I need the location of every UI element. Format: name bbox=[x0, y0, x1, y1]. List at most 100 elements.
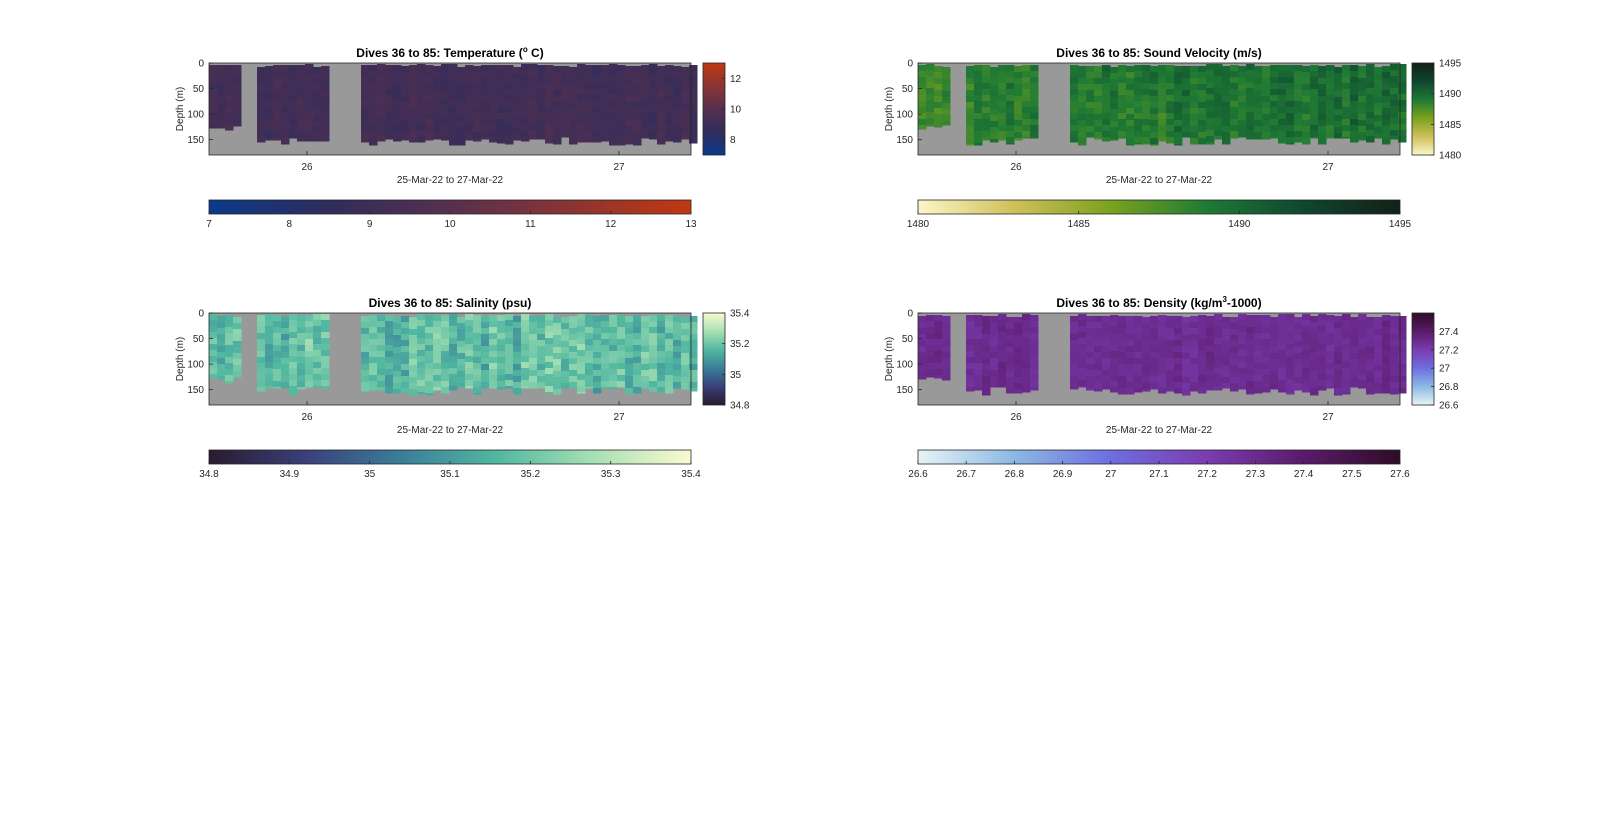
heatmap-cell bbox=[1278, 368, 1287, 375]
heatmap-cell bbox=[537, 107, 546, 114]
heatmap-cell bbox=[681, 353, 690, 360]
hcolorbar-tick-label: 34.9 bbox=[280, 469, 300, 480]
heatmap-cell bbox=[1126, 376, 1135, 383]
heatmap-cell bbox=[681, 359, 690, 366]
heatmap-cell bbox=[1334, 109, 1343, 116]
heatmap-cell bbox=[633, 72, 642, 79]
heatmap-cell bbox=[1134, 334, 1143, 341]
heatmap-cells bbox=[918, 314, 1407, 396]
heatmap-cell bbox=[1310, 83, 1319, 90]
heatmap-cell bbox=[1318, 96, 1327, 103]
heatmap-cell bbox=[689, 131, 698, 138]
heatmap-cell bbox=[281, 71, 290, 78]
heatmap-cell bbox=[633, 333, 642, 340]
heatmap-cell bbox=[1142, 95, 1151, 102]
heatmap-cell bbox=[289, 374, 298, 381]
heatmap-cell bbox=[497, 381, 506, 388]
y-tick-label: 50 bbox=[902, 334, 914, 345]
heatmap-cell bbox=[1126, 340, 1135, 347]
heatmap-cell bbox=[481, 83, 490, 90]
heatmap-cell bbox=[1182, 126, 1191, 133]
heatmap-cell bbox=[657, 90, 666, 97]
heatmap-cell bbox=[297, 357, 306, 364]
heatmap-cell bbox=[257, 91, 266, 98]
heatmap-cell bbox=[926, 118, 935, 125]
heatmap-cell bbox=[689, 107, 698, 114]
heatmap-cell bbox=[377, 333, 386, 340]
heatmap-cell bbox=[265, 386, 274, 389]
heatmap-cell bbox=[1262, 108, 1271, 115]
heatmap-cell bbox=[297, 119, 306, 126]
heatmap-cell bbox=[513, 85, 522, 92]
heatmap-cell bbox=[1278, 320, 1287, 327]
heatmap-cell bbox=[369, 143, 378, 146]
heatmap-cell bbox=[1222, 66, 1231, 73]
heatmap-cell bbox=[625, 352, 634, 359]
heatmap-cell bbox=[1270, 329, 1279, 336]
heatmap-cell bbox=[990, 67, 999, 74]
heatmap-cell bbox=[257, 139, 266, 143]
heatmap-cell bbox=[617, 71, 626, 78]
heatmap-cell bbox=[1366, 112, 1375, 119]
heatmap-cell bbox=[1326, 315, 1335, 322]
heatmap-cell bbox=[918, 322, 927, 329]
heatmap-cell bbox=[990, 133, 999, 140]
x-axis-label: 25-Mar-22 to 27-Mar-22 bbox=[397, 175, 504, 186]
heatmap-cell bbox=[665, 77, 674, 84]
heatmap-cell bbox=[1190, 358, 1199, 365]
heatmap-cell bbox=[1110, 333, 1119, 340]
heatmap-cell bbox=[1190, 120, 1199, 127]
heatmap-cell bbox=[433, 357, 442, 364]
heatmap-cell bbox=[689, 65, 698, 72]
heatmap-cell bbox=[1366, 335, 1375, 342]
heatmap-cell bbox=[1030, 351, 1039, 358]
heatmap-cell bbox=[1166, 346, 1175, 353]
heatmap-cell bbox=[1126, 132, 1135, 139]
heatmap-cell bbox=[561, 66, 570, 73]
heatmap-cell bbox=[1358, 344, 1367, 351]
heatmap-cell bbox=[601, 113, 610, 120]
heatmap-cell bbox=[1102, 89, 1111, 96]
heatmap-cell bbox=[1254, 126, 1263, 133]
heatmap-cell bbox=[1374, 79, 1383, 86]
heatmap-cell bbox=[649, 315, 658, 322]
heatmap-cell bbox=[505, 362, 514, 369]
heatmap-cell bbox=[1326, 351, 1335, 358]
heatmap-cell bbox=[385, 375, 394, 382]
heatmap-cell bbox=[681, 97, 690, 104]
heatmap-cell bbox=[1366, 94, 1375, 101]
heatmap-cell bbox=[1110, 67, 1119, 74]
heatmap-cell bbox=[289, 131, 298, 138]
heatmap-cell bbox=[545, 368, 554, 375]
heatmap-cell bbox=[1094, 334, 1103, 341]
heatmap-cell bbox=[1126, 328, 1135, 335]
heatmap-cell bbox=[433, 381, 442, 388]
heatmap-cell bbox=[297, 113, 306, 120]
heatmap-cell bbox=[673, 322, 682, 329]
heatmap-cell bbox=[377, 100, 386, 107]
heatmap-cell bbox=[657, 96, 666, 103]
heatmap-cell bbox=[974, 137, 983, 144]
heatmap-cell bbox=[609, 64, 618, 71]
heatmap-cell bbox=[1150, 102, 1159, 109]
heatmap-cell bbox=[465, 137, 474, 141]
heatmap-cell bbox=[1390, 388, 1399, 395]
y-tick-label: 50 bbox=[193, 84, 205, 95]
heatmap-cell bbox=[521, 88, 530, 95]
heatmap-cell bbox=[1078, 78, 1087, 85]
heatmap-cell bbox=[505, 95, 514, 102]
heatmap-cell bbox=[505, 314, 514, 321]
heatmap-cell bbox=[1070, 370, 1079, 377]
heatmap-cell bbox=[1278, 326, 1287, 333]
heatmap-cell bbox=[1110, 381, 1119, 388]
heatmap-cell bbox=[361, 71, 370, 78]
heatmap-cell bbox=[1142, 131, 1151, 138]
heatmap-cell bbox=[1270, 359, 1279, 366]
heatmap-cell bbox=[313, 91, 322, 98]
heatmap-cell bbox=[665, 113, 674, 120]
heatmap-cell bbox=[1070, 322, 1079, 329]
heatmap-cell bbox=[1246, 112, 1255, 119]
heatmap-cell bbox=[257, 327, 266, 334]
heatmap-cell bbox=[982, 346, 991, 353]
heatmap-cell bbox=[313, 380, 322, 387]
